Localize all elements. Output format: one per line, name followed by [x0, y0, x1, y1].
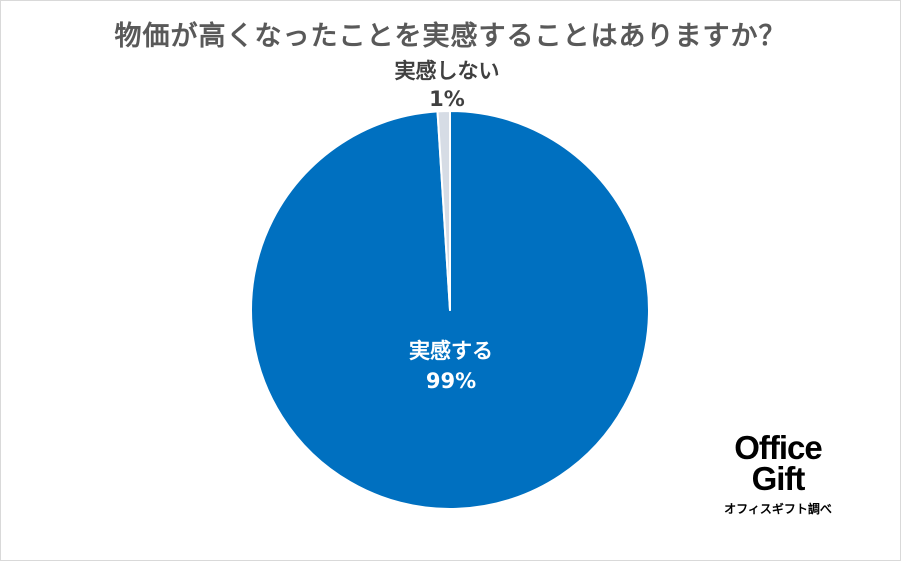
pie-labels: 実感する 99% 実感しない 1% — [395, 59, 500, 393]
slice-label-name-jikan-shinai: 実感しない — [395, 59, 500, 83]
logo-line-office: Office — [734, 429, 823, 466]
logo-line-gift: Gift — [751, 460, 806, 497]
office-gift-logo: Office Gift オフィスギフト調べ — [715, 429, 841, 517]
pie-slices — [250, 110, 650, 510]
logo-caption: オフィスギフト調べ — [724, 502, 832, 516]
slice-label-value-jikan-shinai: 1% — [429, 87, 465, 111]
chart-title: 物価が高くなったことを実感することはありますか？ — [114, 21, 787, 52]
slice-label-value-jikan-suru: 99% — [426, 369, 476, 393]
slice-label-name-jikan-suru: 実感する — [409, 339, 493, 363]
pie-slice-jikan-shinai — [436, 110, 451, 311]
